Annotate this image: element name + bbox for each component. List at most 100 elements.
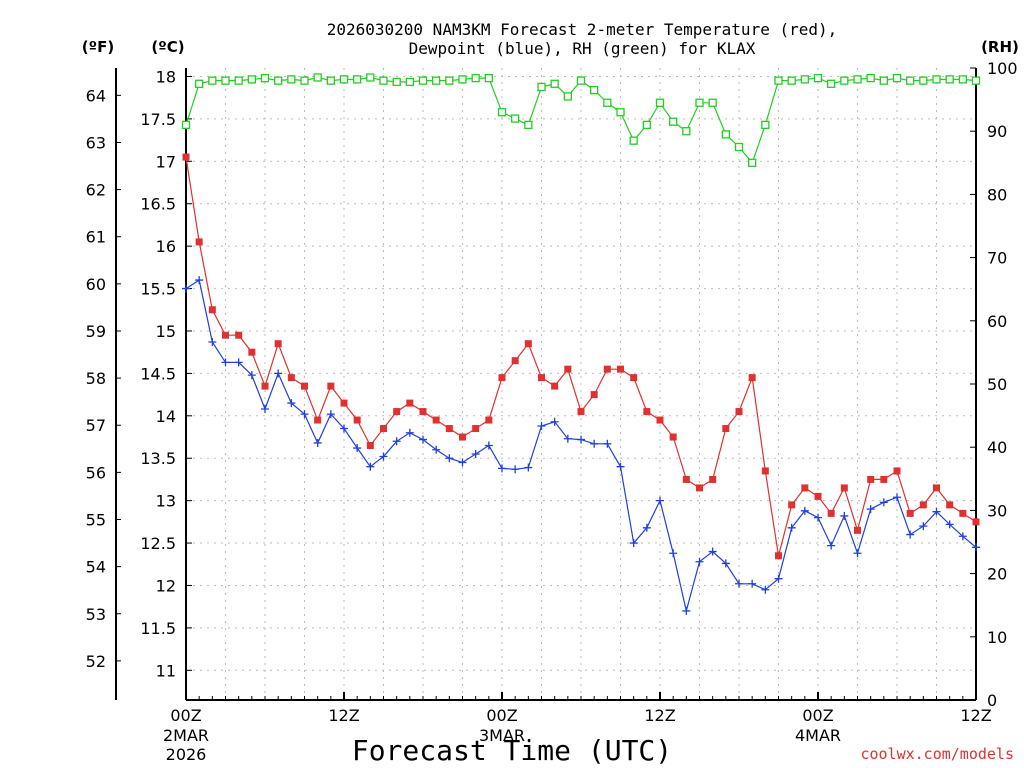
rh-point [524, 120, 533, 130]
temperature-point [959, 509, 967, 517]
time-date-label: 4MAR [795, 726, 841, 745]
celsius-tick-label: 14 [156, 407, 176, 426]
dewpoint-point [748, 579, 757, 588]
temperature-point [485, 416, 493, 424]
fahrenheit-tick-label: 59 [86, 322, 106, 341]
temperature-point [287, 374, 295, 382]
rh-point [405, 77, 414, 87]
dewpoint-point [484, 441, 493, 450]
rh-point [287, 75, 296, 84]
temperature-point [893, 467, 901, 475]
dewpoint-point [340, 424, 348, 433]
dewpoint-point [682, 606, 691, 615]
rh-point [813, 73, 823, 83]
temperature-point [393, 408, 401, 416]
dewpoint-point [932, 507, 941, 516]
time-date-label: 3MAR [479, 726, 525, 745]
rh-point [603, 98, 612, 107]
rh-tick-label: 40 [987, 438, 1007, 457]
rh-point [353, 75, 362, 84]
fahrenheit-unit-label: (ºF) [82, 38, 114, 56]
temperature-point [788, 501, 796, 509]
celsius-tick-label: 16 [156, 237, 176, 256]
rh-tick-label: 30 [987, 501, 1007, 520]
dewpoint-point [669, 549, 678, 558]
rh-point [432, 76, 441, 85]
rh-point [616, 108, 625, 117]
temperature-point [208, 306, 216, 314]
rh-tick-label: 70 [987, 249, 1007, 268]
series-dewpoint [182, 276, 980, 615]
temperature-point [472, 425, 480, 433]
celsius-tick-label: 15.5 [140, 280, 176, 299]
rh-point [761, 120, 770, 130]
temperature-point [669, 433, 677, 441]
temperature-point [867, 475, 875, 483]
celsius-tick-label: 13.5 [140, 449, 176, 468]
dewpoint-point [247, 371, 256, 380]
rh-point [734, 142, 744, 152]
dewpoint-point [458, 458, 467, 467]
temperature-point [314, 416, 322, 424]
temperature-point [301, 382, 308, 390]
rh-tick-label: 10 [987, 628, 1007, 647]
fahrenheit-tick-label: 55 [86, 510, 106, 529]
temperature-point [538, 374, 545, 382]
temperature-point [617, 365, 624, 373]
time-tick-label: 12Z [644, 706, 675, 725]
dewpoint-point [945, 520, 954, 529]
temperature-point [564, 365, 572, 373]
dewpoint-point [656, 496, 664, 505]
celsius-tick-label: 11.5 [140, 619, 176, 638]
temperature-point [656, 416, 664, 424]
dewpoint-point [827, 541, 836, 550]
rh-point [234, 76, 243, 85]
temperature-point [327, 382, 335, 390]
rh-point [511, 114, 520, 123]
rh-point [787, 76, 796, 85]
rh-point [195, 79, 204, 88]
celsius-tick-label: 18 [156, 67, 176, 86]
temperature-point [380, 425, 387, 433]
fahrenheit-tick-label: 62 [86, 181, 106, 200]
temperature-point [709, 475, 717, 483]
dewpoint-point [906, 530, 915, 539]
dewpoint-point [577, 435, 585, 444]
dewpoint-point [405, 428, 414, 437]
credit-text: coolwx.com/models [860, 745, 1014, 763]
dewpoint-point [300, 410, 309, 419]
fahrenheit-tick-label: 58 [86, 369, 106, 388]
rh-point [971, 76, 981, 85]
rh-tick-label: 90 [987, 122, 1007, 141]
temperature-point [353, 416, 361, 424]
fahrenheit-tick-label: 52 [86, 652, 106, 671]
rh-tick-label: 50 [987, 375, 1007, 394]
celsius-tick-label: 12 [156, 576, 176, 595]
temperature-point [840, 484, 848, 492]
fahrenheit-tick-label: 63 [86, 133, 106, 152]
rh-point [247, 75, 256, 84]
rh-point [827, 79, 836, 88]
rh-point [655, 98, 665, 107]
rh-point [840, 76, 849, 85]
rh-point [260, 73, 270, 83]
temperature-point [801, 484, 809, 492]
grid-lines [186, 68, 976, 700]
temperature-point [261, 382, 269, 390]
time-tick-label: 00Z [170, 706, 201, 725]
x-axis-label: Forecast Time (UTC) [352, 734, 672, 767]
rh-point [339, 75, 349, 84]
temperature-point [222, 331, 229, 339]
temperature-point [182, 153, 190, 161]
tick-labels: 11 11.5 12 12.5 13 13.5 14 14.5 15 15.5 16 16.5 17 17… [86, 59, 1018, 764]
temperature-point [933, 484, 940, 492]
temperature-point [946, 501, 954, 509]
rh-point [945, 75, 954, 84]
rh-point [497, 108, 507, 117]
celsius-tick-label: 17 [156, 152, 176, 171]
dewpoint-point [208, 338, 217, 347]
fahrenheit-tick-label: 60 [86, 275, 106, 294]
temperature-point [827, 509, 835, 517]
rh-point [932, 75, 941, 84]
